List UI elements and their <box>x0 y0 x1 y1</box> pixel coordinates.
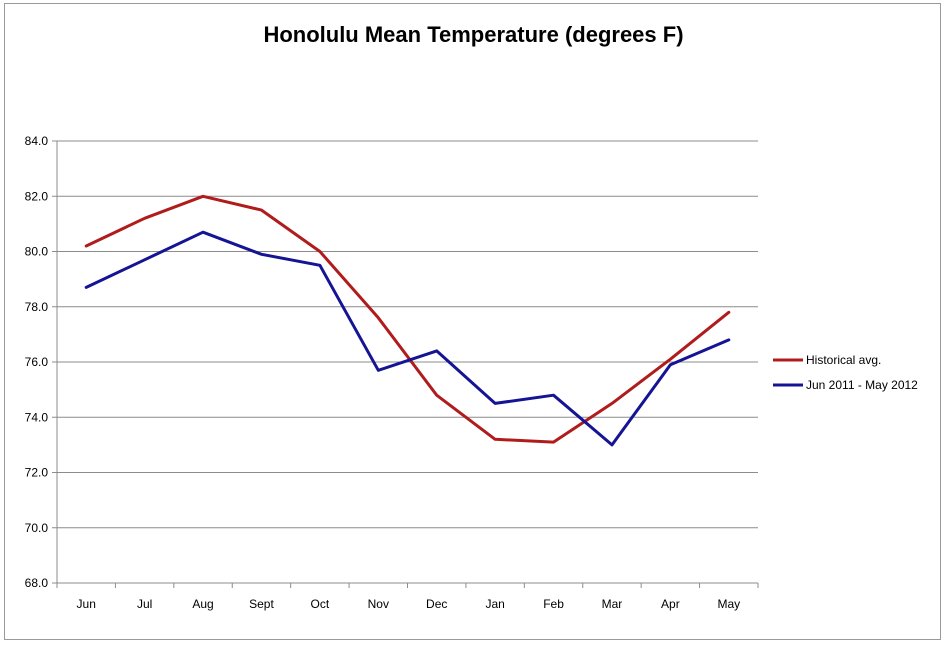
legend: Historical avg. Jun 2011 - May 2012 <box>773 353 918 392</box>
x-tick-label: Feb <box>543 597 564 611</box>
x-tick-label: Aug <box>192 597 213 611</box>
chart-title: Honolulu Mean Temperature (degrees F) <box>263 22 684 47</box>
series-line-2 <box>84 230 731 447</box>
gridlines <box>57 140 758 529</box>
x-tick-label: May <box>717 597 740 611</box>
y-tick-label: 84.0 <box>25 134 49 148</box>
x-tick-label: Dec <box>426 597 447 611</box>
y-tick-label: 74.0 <box>25 410 49 424</box>
x-axis-ticks: Jun Jul Aug Sept Oct Nov Dec Jan Feb Mar Apr May <box>77 597 741 611</box>
legend-label: Historical avg. <box>806 353 881 367</box>
legend-label: Jun 2011 - May 2012 <box>806 378 918 392</box>
series-line-1 <box>84 194 731 444</box>
x-tick-label: Mar <box>602 597 623 611</box>
y-tick-label: 80.0 <box>25 245 49 259</box>
y-tick-label: 70.0 <box>25 521 49 535</box>
x-tick-label: Nov <box>368 597 389 611</box>
x-tick-label: Jun <box>77 597 96 611</box>
y-tick-label: 78.0 <box>25 300 49 314</box>
y-axis-ticks: 68.0 70.0 72.0 74.0 76.0 78.0 80.0 82.0 84.0 <box>25 134 49 590</box>
x-tick-label: Apr <box>661 597 680 611</box>
y-tick-label: 68.0 <box>25 576 49 590</box>
chart-frame <box>4 3 941 640</box>
y-tick-label: 76.0 <box>25 355 49 369</box>
series-lines <box>84 194 731 447</box>
x-tick-label: Sept <box>249 597 274 611</box>
y-tick-label: 82.0 <box>25 189 49 203</box>
x-tick-label: Jul <box>137 597 152 611</box>
x-tick-label: Oct <box>311 597 330 611</box>
y-tick-label: 72.0 <box>25 466 49 480</box>
x-tick-label: Jan <box>485 597 504 611</box>
axes <box>52 140 759 588</box>
